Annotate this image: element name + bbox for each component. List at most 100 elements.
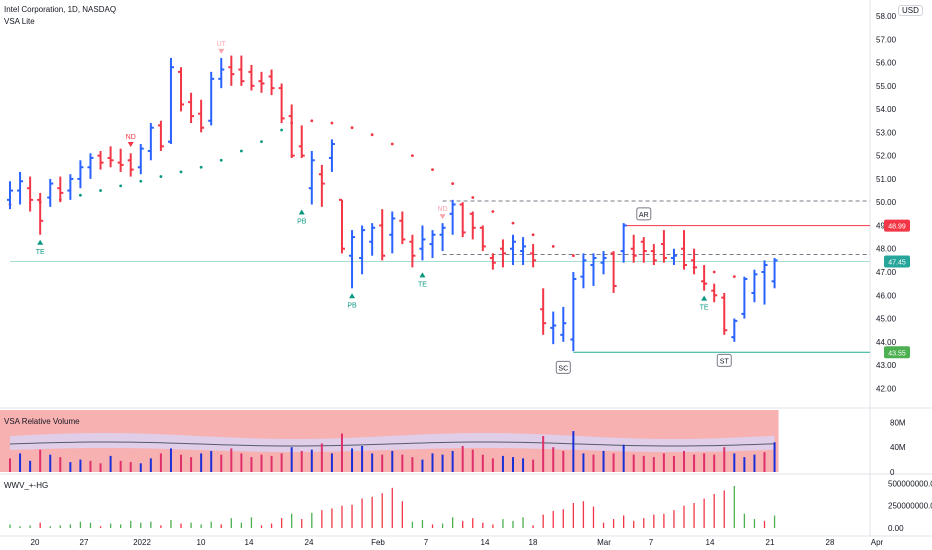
resistance-price-label [884,219,910,232]
ohlc-bar [520,237,527,266]
signal-label: PB [297,219,307,226]
ohlc-bar [620,223,627,263]
time-tick-label: Mar [597,538,611,547]
sar-dot [511,221,515,225]
sar-dot [370,133,374,137]
ohlc-bar [510,234,516,266]
ohlc-bar [389,211,396,254]
time-tick-label: 2022 [133,538,151,547]
ohlc-bar [87,153,94,179]
time-tick-label: 7 [649,538,654,547]
sar-dot [260,140,263,144]
sar-dot [531,233,535,237]
signal-label: TE [700,305,709,312]
ohlc-bar [741,276,748,319]
signal-up-arrow [37,239,44,245]
time-tick-label: 20 [31,538,40,547]
ohlc-bar [560,306,567,342]
sar-dot [732,275,736,279]
sar-dot [571,254,575,258]
sar-dot [219,158,223,162]
ohlc-bar [379,209,386,261]
ohlc-bar [318,164,325,207]
ohlc-bar [97,150,104,170]
ohlc-bar [650,244,657,266]
sar-dot [280,128,284,132]
ohlc-bar [459,202,466,238]
ohlc-bar [107,146,114,168]
signal-down-arrow [218,48,225,54]
ohlc-bar [248,64,255,91]
indicator-title: VSA Lite [4,17,35,26]
signal-label: TE [36,249,45,256]
wwv-tick-label: 250000000.00 [888,502,932,511]
ohlc-bar [399,211,406,245]
price-tick-label: 51.00 [876,175,897,184]
ohlc-bar [670,248,677,266]
ohlc-bar [701,265,708,291]
sar-dot [451,182,455,185]
sar-dot [330,121,334,125]
price-tick-label: 44.00 [876,338,897,347]
ohlc-bar [178,67,185,112]
sar-dot [199,165,203,169]
support-price-label [884,346,910,359]
price-tick-label: 50.00 [876,198,897,207]
ohlc-bar [198,99,205,133]
ohlc-bar [298,125,305,158]
ohlc-bar [67,174,74,200]
ohlc-bar [27,176,34,212]
ohlc-bar [338,198,345,254]
price-tick-label: 48.00 [876,245,897,254]
price-tick-label: 43.00 [876,361,897,370]
price-tick-label: 52.00 [876,152,897,161]
sar-dot [491,210,495,213]
signal-label: UT [217,41,227,48]
ohlc-bar [359,225,366,275]
signal-up-arrow [298,209,305,215]
volume-pane-title: VSA Relative Volume [4,417,80,426]
ohlc-bar [731,318,738,342]
sar-dot [712,270,716,274]
ohlc-bar [439,223,446,252]
price-tick-label: 42.00 [876,384,897,393]
time-tick-label: Apr [871,538,884,547]
phase-box-label: ST [720,358,730,365]
resistance-price-label-text: 48.99 [888,224,906,231]
signal-down-arrow [127,141,134,147]
currency-badge[interactable]: USD [898,5,923,16]
ohlc-bar [570,272,577,352]
signal-label: TE [418,281,427,288]
sar-dot [431,168,434,172]
time-tick-label: 21 [766,538,775,547]
signal-label: ND [438,206,448,213]
ohlc-bar [278,83,285,124]
ohlc-bar [218,57,225,89]
ohlc-bar [640,237,647,263]
wwv-tick-label: 500000000.00 [888,479,932,488]
ohlc-bar [228,55,235,86]
ohlc-bar [147,123,154,161]
volume-average-band [10,433,775,452]
time-tick-label: 24 [305,538,314,547]
time-tick-label: 14 [245,538,254,547]
ohlc-bar [489,253,496,270]
ohlc-bar [238,55,245,86]
price-tick-label: 58.00 [876,12,897,21]
time-tick-label: 10 [197,538,206,547]
volume-tick-label: 40M [890,443,906,452]
ohlc-bar [137,144,144,175]
current-price-label-text: 47.45 [888,260,906,267]
ohlc-bar [47,178,54,207]
ohlc-bar [681,230,688,270]
price-tick-label: 54.00 [876,105,897,114]
price-tick-label: 46.00 [876,291,897,300]
ohlc-bar [167,57,174,144]
phase-box [636,207,652,221]
ohlc-bar [580,253,587,289]
ohlc-bar [268,69,275,96]
price-tick-label: 57.00 [876,35,897,44]
sar-dot [551,245,555,248]
signal-up-arrow [701,295,708,301]
